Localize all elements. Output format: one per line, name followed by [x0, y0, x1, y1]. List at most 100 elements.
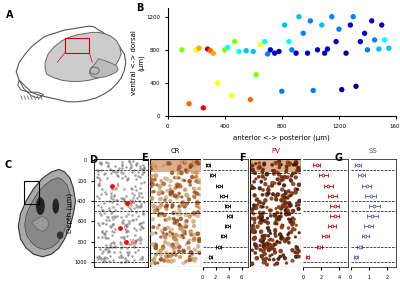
Point	[260, 249, 267, 254]
Point	[120, 187, 127, 191]
Point	[176, 244, 183, 249]
Point	[150, 217, 156, 222]
Point	[95, 176, 102, 180]
Point	[285, 210, 291, 214]
Point	[128, 241, 134, 246]
Point	[252, 220, 258, 225]
Point	[109, 216, 116, 221]
Point	[267, 254, 273, 258]
Point	[173, 237, 180, 242]
Point	[114, 198, 120, 202]
Point	[293, 244, 299, 249]
Point	[188, 213, 194, 217]
Point	[279, 223, 286, 228]
Point	[190, 257, 196, 261]
Point	[293, 51, 299, 55]
Point	[196, 181, 203, 185]
Point	[273, 197, 280, 202]
Point	[171, 248, 177, 252]
Point	[168, 191, 174, 195]
Point	[191, 195, 198, 199]
Point	[271, 169, 278, 173]
Point	[124, 234, 130, 238]
Point	[136, 194, 142, 198]
Point	[177, 225, 184, 229]
Text: VIa: VIa	[130, 239, 138, 244]
Point	[122, 223, 129, 227]
Point	[279, 187, 286, 192]
Point	[182, 160, 188, 164]
Point	[289, 248, 296, 252]
Point	[148, 196, 154, 200]
Point	[96, 210, 103, 215]
Point	[132, 216, 139, 221]
Point	[160, 191, 166, 195]
Point	[112, 214, 119, 219]
Point	[109, 233, 115, 237]
Point	[276, 165, 283, 170]
Point	[276, 159, 282, 164]
Point	[125, 252, 131, 257]
Point	[281, 183, 287, 188]
Point	[287, 203, 294, 208]
Point	[254, 203, 261, 207]
Point	[274, 240, 280, 245]
Point	[381, 38, 388, 42]
Point	[108, 191, 114, 195]
Point	[122, 259, 128, 264]
Point	[262, 247, 268, 251]
Point	[195, 170, 201, 175]
Point	[139, 172, 145, 176]
Point	[126, 159, 133, 164]
Point	[128, 200, 134, 205]
Point	[109, 183, 115, 188]
Point	[276, 205, 282, 209]
Point	[280, 204, 286, 209]
Text: D: D	[89, 155, 97, 165]
Point	[177, 182, 183, 187]
Point	[276, 181, 282, 186]
Point	[126, 159, 132, 164]
Point	[128, 202, 134, 207]
Point	[94, 255, 100, 259]
Point	[162, 227, 168, 231]
Point	[194, 191, 200, 196]
Point	[102, 222, 109, 226]
Point	[157, 257, 164, 262]
Point	[285, 232, 291, 237]
Point	[161, 161, 168, 165]
Point	[192, 257, 199, 261]
Point	[265, 187, 272, 192]
Point	[110, 194, 117, 198]
Point	[112, 244, 119, 249]
Point	[260, 188, 266, 192]
Point	[151, 189, 157, 194]
Point	[104, 256, 110, 260]
Point	[204, 47, 211, 51]
Point	[293, 203, 300, 208]
Point	[164, 177, 170, 181]
Point	[191, 236, 198, 241]
Point	[278, 214, 284, 218]
Point	[260, 210, 267, 215]
Point	[102, 243, 109, 248]
Point	[119, 166, 125, 170]
Point	[250, 212, 257, 216]
Point	[133, 176, 140, 181]
Point	[266, 243, 273, 247]
Point	[170, 217, 177, 221]
Point	[139, 257, 145, 261]
Point	[269, 181, 276, 185]
Point	[119, 176, 125, 180]
Point	[123, 230, 130, 234]
Point	[281, 193, 287, 197]
Point	[105, 161, 112, 165]
Point	[168, 243, 174, 248]
Point	[103, 191, 109, 196]
Point	[258, 201, 264, 205]
Point	[250, 229, 257, 234]
Point	[180, 201, 186, 206]
Point	[140, 226, 146, 231]
Point	[148, 185, 154, 189]
Point	[151, 205, 158, 209]
